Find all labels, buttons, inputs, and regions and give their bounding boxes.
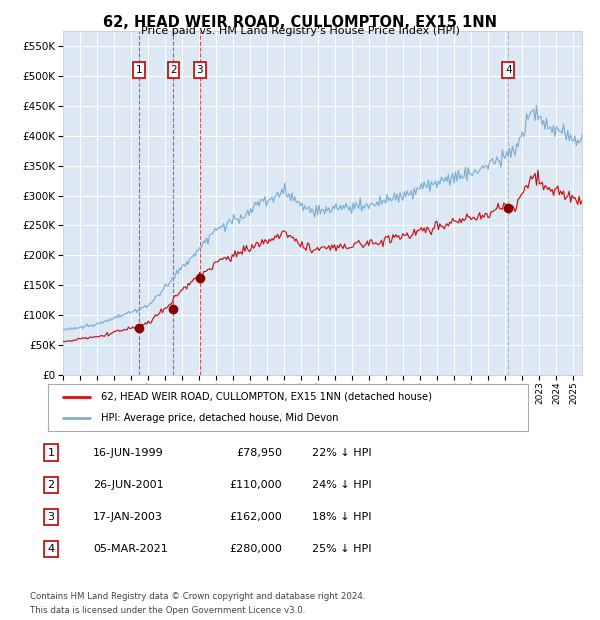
Text: 62, HEAD WEIR ROAD, CULLOMPTON, EX15 1NN: 62, HEAD WEIR ROAD, CULLOMPTON, EX15 1NN <box>103 15 497 30</box>
Text: This data is licensed under the Open Government Licence v3.0.: This data is licensed under the Open Gov… <box>30 606 305 615</box>
Text: 24% ↓ HPI: 24% ↓ HPI <box>312 480 371 490</box>
Text: Contains HM Land Registry data © Crown copyright and database right 2024.: Contains HM Land Registry data © Crown c… <box>30 592 365 601</box>
Text: 18% ↓ HPI: 18% ↓ HPI <box>312 512 371 522</box>
Text: Price paid vs. HM Land Registry's House Price Index (HPI): Price paid vs. HM Land Registry's House … <box>140 26 460 36</box>
Text: £78,950: £78,950 <box>236 448 282 458</box>
Text: HPI: Average price, detached house, Mid Devon: HPI: Average price, detached house, Mid … <box>101 414 338 423</box>
Text: 16-JUN-1999: 16-JUN-1999 <box>93 448 164 458</box>
Text: 22% ↓ HPI: 22% ↓ HPI <box>312 448 371 458</box>
Text: 3: 3 <box>196 65 203 75</box>
Text: 2: 2 <box>47 480 55 490</box>
Text: 1: 1 <box>47 448 55 458</box>
Text: 05-MAR-2021: 05-MAR-2021 <box>93 544 168 554</box>
Text: £110,000: £110,000 <box>229 480 282 490</box>
Text: 25% ↓ HPI: 25% ↓ HPI <box>312 544 371 554</box>
Text: 17-JAN-2003: 17-JAN-2003 <box>93 512 163 522</box>
Text: 4: 4 <box>505 65 512 75</box>
Text: 26-JUN-2001: 26-JUN-2001 <box>93 480 164 490</box>
Text: £162,000: £162,000 <box>229 512 282 522</box>
Text: 4: 4 <box>47 544 55 554</box>
Text: 3: 3 <box>47 512 55 522</box>
Text: 2: 2 <box>170 65 177 75</box>
Text: 1: 1 <box>136 65 142 75</box>
Text: £280,000: £280,000 <box>229 544 282 554</box>
Text: 62, HEAD WEIR ROAD, CULLOMPTON, EX15 1NN (detached house): 62, HEAD WEIR ROAD, CULLOMPTON, EX15 1NN… <box>101 392 432 402</box>
